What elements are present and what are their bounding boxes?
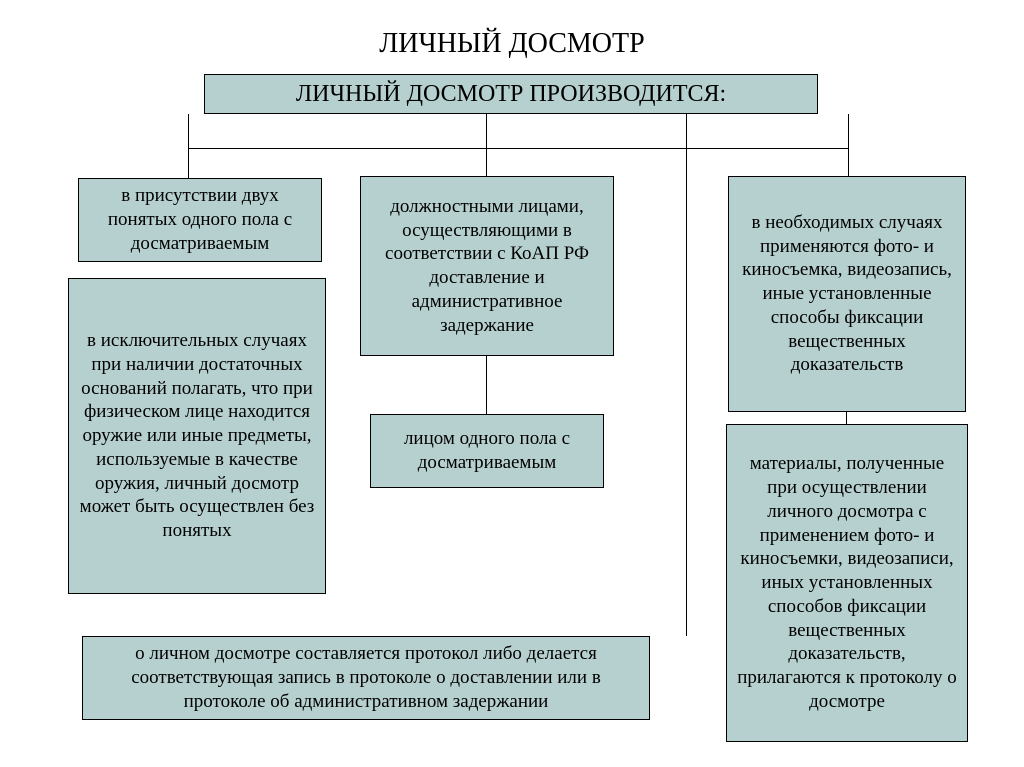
box-protocol: о личном досмотре составляется протокол … (82, 636, 650, 720)
diagram-title: ЛИЧНЫЙ ДОСМОТР (0, 28, 1024, 60)
box-recording: в необходимых случаях применяются фото- … (728, 176, 966, 412)
box-text: в исключительных случаях при наличии дос… (77, 329, 317, 543)
connector-line (848, 114, 849, 176)
connector-line (486, 356, 487, 414)
box-text: о личном досмотре составляется протокол … (91, 642, 641, 713)
box-text: материалы, полученные при осуществлении … (735, 452, 959, 713)
connector-line (686, 114, 687, 636)
box-text: должностными лицами, осуществляющими в с… (369, 195, 605, 338)
connector-line (188, 148, 686, 149)
connector-line (188, 114, 189, 178)
box-text: лицом одного пола с досматриваемым (379, 427, 595, 475)
connector-line (846, 412, 847, 424)
connector-line (686, 148, 848, 149)
header-box: ЛИЧНЫЙ ДОСМОТР ПРОИЗВОДИТСЯ: (204, 74, 818, 114)
box-text: в необходимых случаях применяются фото- … (737, 211, 957, 377)
header-text: ЛИЧНЫЙ ДОСМОТР ПРОИЗВОДИТСЯ: (296, 79, 726, 109)
box-exceptional: в исключительных случаях при наличии дос… (68, 278, 326, 594)
connector-line (486, 114, 487, 176)
box-materials: материалы, полученные при осуществлении … (726, 424, 968, 742)
box-witnesses: в присутствии двух понятых одного пола с… (78, 178, 322, 262)
box-same-gender: лицом одного пола с досматриваемым (370, 414, 604, 488)
box-text: в присутствии двух понятых одного пола с… (87, 184, 313, 255)
box-officials: должностными лицами, осуществляющими в с… (360, 176, 614, 356)
